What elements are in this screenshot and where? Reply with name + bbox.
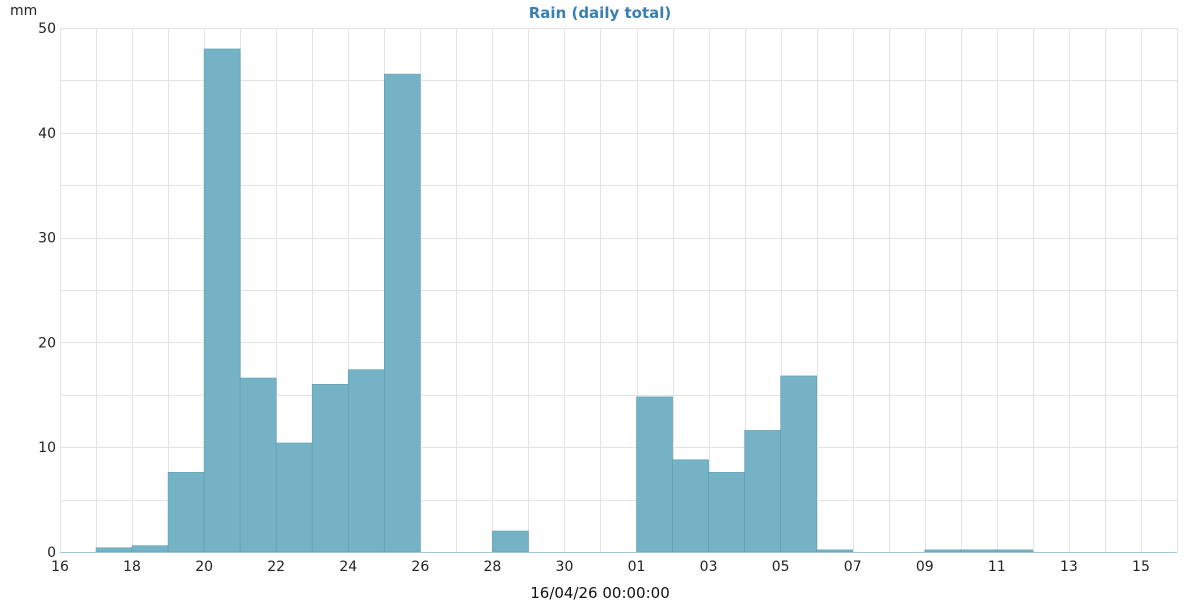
x-tick-label: 03 [700,559,718,575]
y-axis-unit: mm [10,3,37,19]
bar [311,384,349,553]
bar [203,48,241,553]
x-tick-label: 24 [339,559,357,575]
bar [816,549,854,553]
grid [60,28,1178,553]
y-tick-label: 0 [47,545,56,561]
bar [239,377,277,553]
x-tick-label: 09 [916,559,934,575]
bar [744,430,781,553]
bar [924,549,962,553]
y-tick-labels: 0 10 20 30 40 50 [38,21,56,561]
bar [131,545,169,553]
bar [636,396,673,553]
x-tick-label: 01 [628,559,646,575]
y-tick-label: 10 [38,440,56,456]
x-tick-label: 11 [988,559,1006,575]
x-tick-label: 13 [1060,559,1078,575]
x-tick-label: 15 [1132,559,1150,575]
x-axis-label: 16/04/26 00:00:00 [530,584,670,600]
y-tick-label: 50 [38,21,56,37]
x-tick-label: 18 [123,559,141,575]
y-tick-label: 20 [38,335,56,351]
bars [95,48,1034,553]
chart-title: Rain (daily total) [529,4,671,22]
bar [167,472,205,553]
x-tick-label: 26 [411,559,429,575]
bar [383,73,421,553]
x-tick-label: 05 [772,559,790,575]
x-tick-label: 30 [556,559,574,575]
bar [672,459,709,553]
bar [347,369,385,553]
bar [275,442,313,553]
bar [996,549,1034,553]
x-tick-label: 16 [51,559,69,575]
x-tick-label: 28 [483,559,501,575]
bar [708,472,745,553]
bar [492,530,529,553]
y-tick-label: 40 [38,126,56,142]
bar [780,375,817,553]
x-tick-labels: 16 18 20 22 24 26 28 30 01 03 05 07 09 11 13 15 [51,559,1150,575]
bar [960,549,998,553]
x-tick-label: 22 [267,559,285,575]
bar [95,547,133,553]
y-tick-label: 30 [38,231,56,247]
x-tick-label: 07 [844,559,862,575]
x-tick-label: 20 [195,559,213,575]
